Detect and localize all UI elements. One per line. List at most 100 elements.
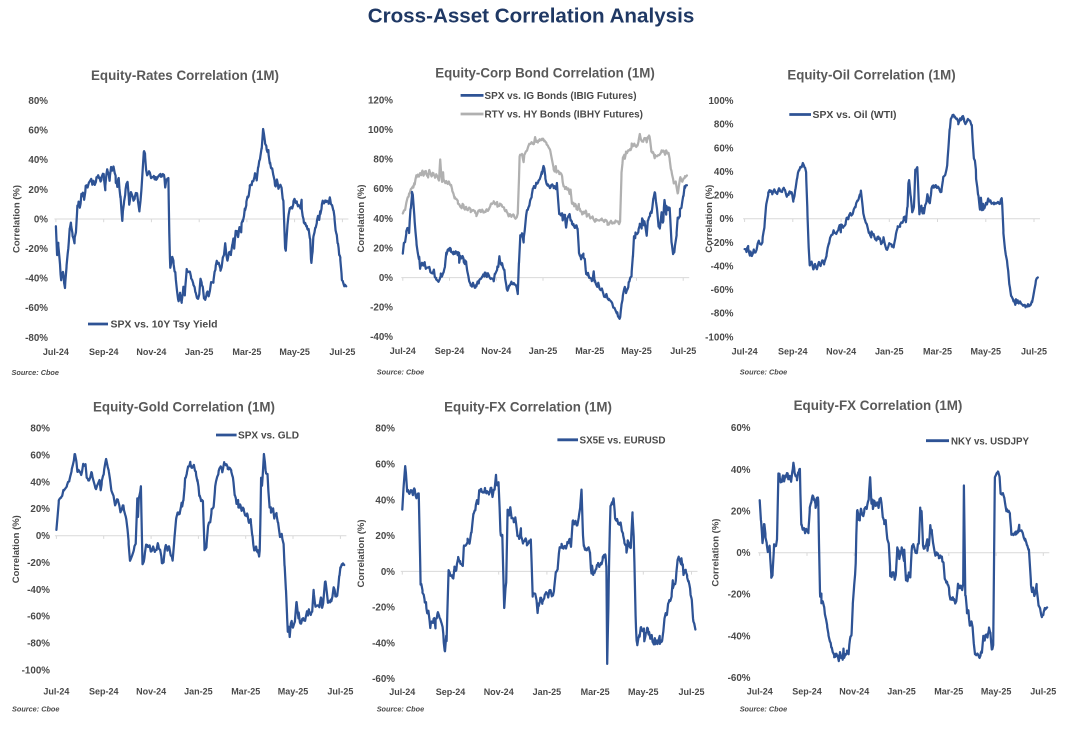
svg-text:Mar-25: Mar-25 (575, 346, 604, 356)
svg-text:SPX vs. GLD: SPX vs. GLD (238, 431, 299, 442)
svg-text:80%: 80% (28, 96, 48, 107)
svg-text:40%: 40% (30, 477, 50, 488)
svg-text:60%: 60% (28, 126, 48, 137)
svg-text:20%: 20% (373, 243, 393, 254)
svg-text:-20%: -20% (372, 603, 395, 614)
svg-text:Equity-Gold Correlation (1M): Equity-Gold Correlation (1M) (93, 399, 275, 414)
svg-text:Jan-25: Jan-25 (875, 347, 904, 357)
svg-text:-40%: -40% (27, 585, 50, 596)
svg-text:Nov-24: Nov-24 (484, 687, 514, 697)
svg-text:80%: 80% (373, 155, 393, 166)
svg-text:-40%: -40% (728, 631, 751, 642)
svg-text:80%: 80% (30, 424, 50, 435)
svg-text:RTY vs. HY Bonds (IBHY Futures: RTY vs. HY Bonds (IBHY Futures) (485, 110, 644, 121)
svg-text:Equity-Corp Bond Correlation (: Equity-Corp Bond Correlation (1M) (435, 65, 655, 80)
svg-text:-60%: -60% (372, 674, 395, 685)
svg-text:Mar-25: Mar-25 (934, 686, 963, 696)
svg-text:Mar-25: Mar-25 (231, 686, 260, 696)
svg-text:20%: 20% (28, 185, 48, 196)
svg-text:Correlation (%): Correlation (%) (12, 185, 23, 253)
svg-text:Equity-Rates Correlation (1M): Equity-Rates Correlation (1M) (91, 68, 279, 83)
svg-text:-60%: -60% (27, 612, 50, 623)
svg-text:Correlation (%): Correlation (%) (356, 519, 367, 587)
svg-text:-60%: -60% (728, 673, 751, 684)
svg-text:20%: 20% (731, 507, 751, 518)
svg-text:Sep-24: Sep-24 (792, 686, 822, 696)
svg-text:Jul-25: Jul-25 (327, 686, 353, 696)
svg-text:Equity-FX Correlation (1M): Equity-FX Correlation (1M) (444, 399, 612, 414)
svg-text:SPX vs. IG Bonds (IBIG Futures: SPX vs. IG Bonds (IBIG Futures) (485, 91, 637, 102)
svg-text:80%: 80% (375, 424, 395, 435)
svg-text:-80%: -80% (711, 309, 734, 320)
svg-text:Jul-24: Jul-24 (732, 347, 758, 357)
svg-text:SX5E vs. EURUSD: SX5E vs. EURUSD (580, 436, 666, 447)
svg-text:-20%: -20% (25, 244, 48, 255)
svg-text:-100%: -100% (22, 665, 51, 676)
svg-text:-60%: -60% (711, 285, 734, 296)
svg-text:0%: 0% (379, 273, 393, 284)
svg-text:Jan-25: Jan-25 (529, 346, 558, 356)
svg-text:40%: 40% (375, 495, 395, 506)
svg-text:May-25: May-25 (981, 686, 1012, 696)
svg-text:0%: 0% (719, 214, 733, 225)
svg-text:60%: 60% (373, 184, 393, 195)
svg-text:May-25: May-25 (628, 687, 659, 697)
svg-text:Source: Cboe: Source: Cboe (12, 704, 59, 713)
svg-text:Source: Cboe: Source: Cboe (377, 367, 424, 376)
svg-text:Equity-FX Correlation (1M): Equity-FX Correlation (1M) (794, 398, 963, 413)
svg-text:-20%: -20% (370, 303, 393, 314)
svg-text:Equity-Oil Correlation (1M): Equity-Oil Correlation (1M) (787, 67, 955, 82)
svg-text:Source: Cboe: Source: Cboe (377, 704, 424, 713)
svg-text:-100%: -100% (705, 332, 734, 343)
svg-text:Correlation (%): Correlation (%) (711, 519, 722, 587)
svg-text:May-25: May-25 (621, 346, 652, 356)
svg-text:Jan-25: Jan-25 (184, 686, 213, 696)
svg-text:Sep-24: Sep-24 (435, 346, 465, 356)
svg-text:Nov-24: Nov-24 (481, 346, 511, 356)
svg-text:20%: 20% (714, 191, 734, 202)
svg-text:Correlation (%): Correlation (%) (704, 185, 715, 253)
svg-text:Jul-25: Jul-25 (1021, 347, 1047, 357)
svg-text:Mar-25: Mar-25 (581, 687, 610, 697)
svg-text:Source: Cboe: Source: Cboe (740, 705, 787, 714)
svg-text:40%: 40% (731, 465, 751, 476)
svg-text:Mar-25: Mar-25 (923, 347, 952, 357)
svg-text:SPX vs. Oil (WTI): SPX vs. Oil (WTI) (813, 110, 897, 121)
svg-text:Jul-25: Jul-25 (678, 687, 704, 697)
svg-text:Jul-24: Jul-24 (43, 347, 69, 357)
svg-text:60%: 60% (731, 423, 751, 434)
svg-text:60%: 60% (375, 460, 395, 471)
svg-text:Jul-25: Jul-25 (1030, 686, 1056, 696)
svg-text:Sep-24: Sep-24 (89, 347, 119, 357)
svg-text:-60%: -60% (25, 303, 48, 314)
svg-text:Nov-24: Nov-24 (136, 686, 166, 696)
svg-text:-40%: -40% (370, 332, 393, 343)
svg-text:Source: Cboe: Source: Cboe (740, 367, 787, 376)
svg-text:May-25: May-25 (279, 347, 310, 357)
svg-text:Jul-25: Jul-25 (329, 347, 355, 357)
svg-text:Jul-24: Jul-24 (747, 686, 773, 696)
svg-text:-40%: -40% (372, 638, 395, 649)
svg-text:Cross-Asset Correlation Analys: Cross-Asset Correlation Analysis (368, 5, 695, 28)
svg-text:Jan-25: Jan-25 (185, 347, 214, 357)
svg-text:60%: 60% (714, 143, 734, 154)
svg-text:120%: 120% (368, 95, 393, 106)
svg-text:0%: 0% (381, 567, 395, 578)
svg-text:100%: 100% (708, 96, 733, 107)
svg-text:20%: 20% (375, 531, 395, 542)
svg-text:40%: 40% (373, 214, 393, 225)
svg-text:-80%: -80% (27, 639, 50, 650)
svg-text:40%: 40% (714, 167, 734, 178)
svg-text:Jul-24: Jul-24 (43, 686, 69, 696)
svg-text:0%: 0% (34, 214, 48, 225)
svg-text:NKY vs. USDJPY: NKY vs. USDJPY (951, 436, 1029, 447)
svg-text:20%: 20% (30, 504, 50, 515)
svg-text:0%: 0% (736, 548, 750, 559)
svg-text:Jul-24: Jul-24 (390, 346, 416, 356)
svg-text:Nov-24: Nov-24 (136, 347, 166, 357)
svg-text:SPX vs. 10Y Tsy Yield: SPX vs. 10Y Tsy Yield (111, 320, 218, 331)
svg-text:Nov-24: Nov-24 (839, 686, 869, 696)
svg-text:Source: Cboe: Source: Cboe (12, 368, 59, 377)
svg-text:Jan-25: Jan-25 (887, 686, 916, 696)
svg-text:Sep-24: Sep-24 (89, 686, 119, 696)
